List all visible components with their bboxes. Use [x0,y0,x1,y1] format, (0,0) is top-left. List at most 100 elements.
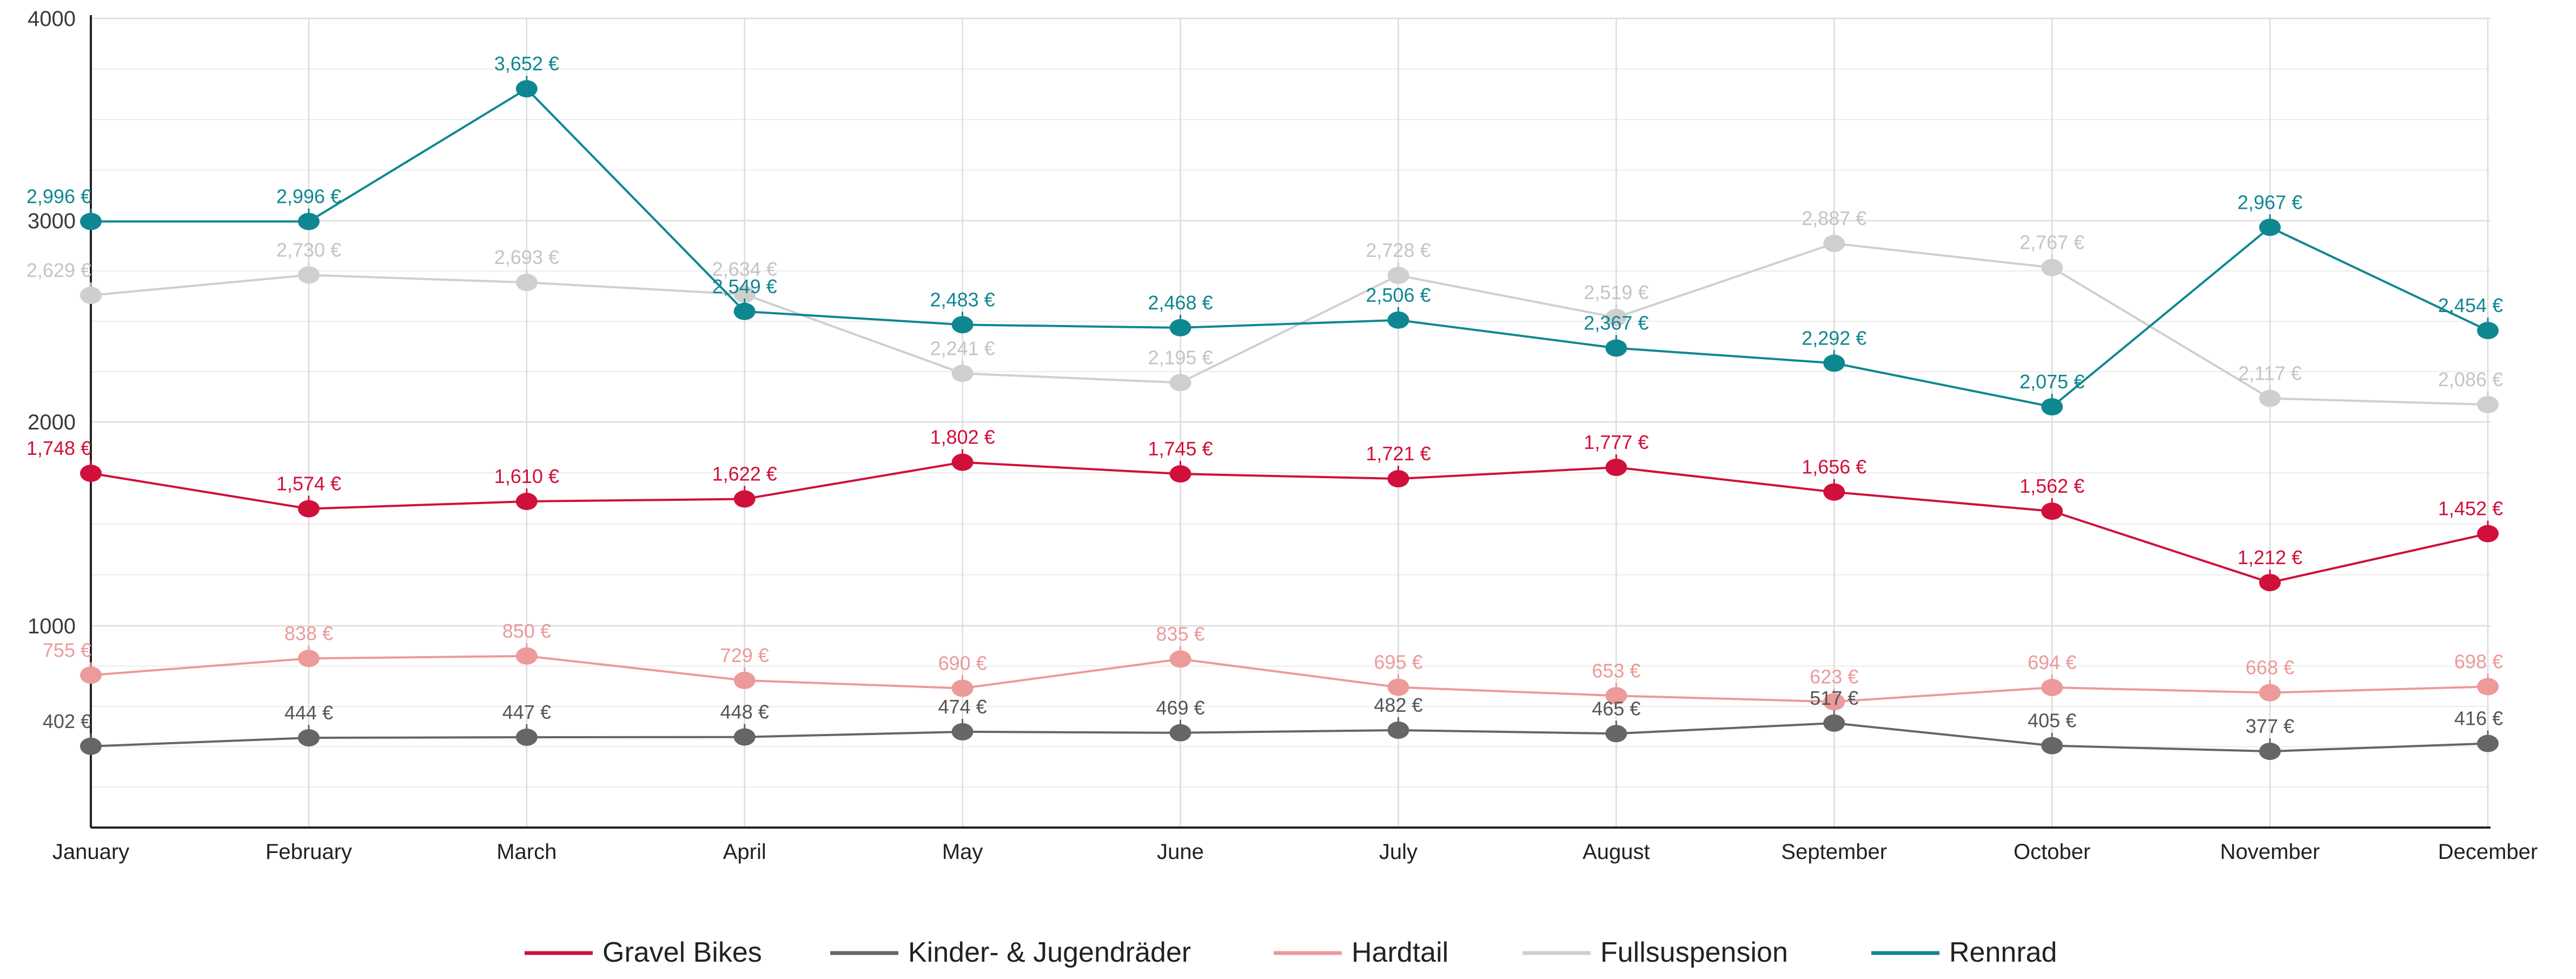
data-point [1605,687,1627,705]
data-label: 2,468 € [1148,292,1213,314]
data-label: 405 € [2028,710,2076,732]
data-point [297,213,320,230]
data-label: 2,241 € [930,337,995,359]
data-point [1387,470,1409,488]
legend-label: Rennrad [1949,937,2057,968]
legend-label: Hardtail [1352,937,1448,968]
data-point [1387,311,1409,329]
data-label: 447 € [502,701,551,723]
data-label: 1,721 € [1366,442,1431,465]
data-point [2477,735,2499,752]
data-label: 755 € [43,639,91,661]
data-label: 2,996 € [276,185,341,207]
data-label: 698 € [2454,650,2503,672]
data-point [733,728,756,746]
data-label: 2,075 € [2019,371,2084,393]
data-point [951,723,974,740]
data-point [1823,714,1845,732]
data-label: 2,506 € [1366,284,1431,306]
y-tick-label: 3000 [28,209,76,233]
y-tick-label: 1000 [28,614,76,638]
data-label: 1,452 € [2438,498,2503,520]
data-point [2477,525,2499,543]
data-label: 729 € [720,644,769,666]
data-label: 1,574 € [276,473,341,495]
y-tick-label: 4000 [28,7,76,31]
legend-item: Kinder- & Jugendräder [830,937,1191,968]
data-label: 668 € [2246,657,2294,679]
data-label: 1,622 € [712,463,777,485]
data-labels: 402 € 444 € 447 € 448 € 474 € 469 € 482 € 465 €… [27,52,2503,737]
data-label: 2,967 € [2237,191,2302,213]
y-tick-label: 2000 [28,411,76,434]
x-tick-label: November [2220,840,2320,864]
data-label: 517 € [1810,687,1858,709]
data-label: 1,777 € [1584,431,1648,453]
x-tick-label: June [1157,840,1204,864]
data-label: 2,634 € [712,258,777,280]
data-point [80,666,102,684]
data-label: 444 € [284,702,333,724]
data-point [951,316,974,334]
data-point [733,286,756,303]
legend-label: Gravel Bikes [602,937,762,968]
data-point [2477,678,2499,696]
data-point [2259,389,2281,407]
x-tick-label: October [2014,840,2090,864]
gridlines [90,17,2491,828]
data-point [1169,319,1191,336]
data-point [80,287,102,305]
data-point [80,465,102,482]
data-point [1387,678,1409,696]
data-point [2041,259,2063,276]
data-label: 2,767 € [2019,231,2084,254]
data-label: 1,745 € [1148,438,1213,460]
data-point [515,728,538,746]
data-point [1605,308,1627,326]
legend-item: Gravel Bikes [525,937,762,968]
data-label: 623 € [1810,665,1858,687]
data-label: 474 € [938,696,987,718]
data-point [2259,574,2281,592]
axes [90,15,2491,829]
legend-item: Hardtail [1274,937,1448,968]
data-label: 653 € [1592,659,1640,682]
data-label: 482 € [1374,694,1422,716]
data-point [733,490,756,508]
data-point [2041,502,2063,520]
data-label: 838 € [284,622,333,644]
series-line [90,461,2488,584]
data-point [733,671,756,689]
data-point [951,453,974,471]
data-label: 1,748 € [27,437,91,459]
data-label: 448 € [720,701,769,723]
data-label: 469 € [1156,697,1204,719]
data-label: 2,483 € [930,288,995,310]
data-label: 2,730 € [276,239,341,261]
data-point [80,737,102,755]
data-label: 2,292 € [1802,327,1866,349]
data-label: 850 € [502,620,551,642]
data-point [1605,725,1627,743]
x-tick-label: February [266,840,352,864]
data-point [2259,684,2281,702]
x-tick-label: September [1781,840,1887,864]
series-line [90,722,2488,753]
y-axis-ticks: 4000 3000 2000 1000 [28,7,76,638]
x-tick-label: December [2438,840,2538,864]
x-tick-label: August [1582,840,1650,864]
x-axis-ticks: January February March April May June July Augu… [52,840,2538,864]
legend-item: Rennrad [1871,937,2057,968]
data-point [733,302,756,320]
data-label: 1,802 € [930,426,995,448]
data-label: 1,212 € [2237,546,2302,568]
data-label: 2,996 € [27,185,91,207]
data-point [1823,693,1845,711]
data-point [2041,678,2063,696]
data-point [297,500,320,518]
series-kinder-jugendr-der [80,710,2499,760]
series-group [80,76,2499,760]
data-point [951,679,974,697]
data-label: 2,549 € [712,275,777,297]
